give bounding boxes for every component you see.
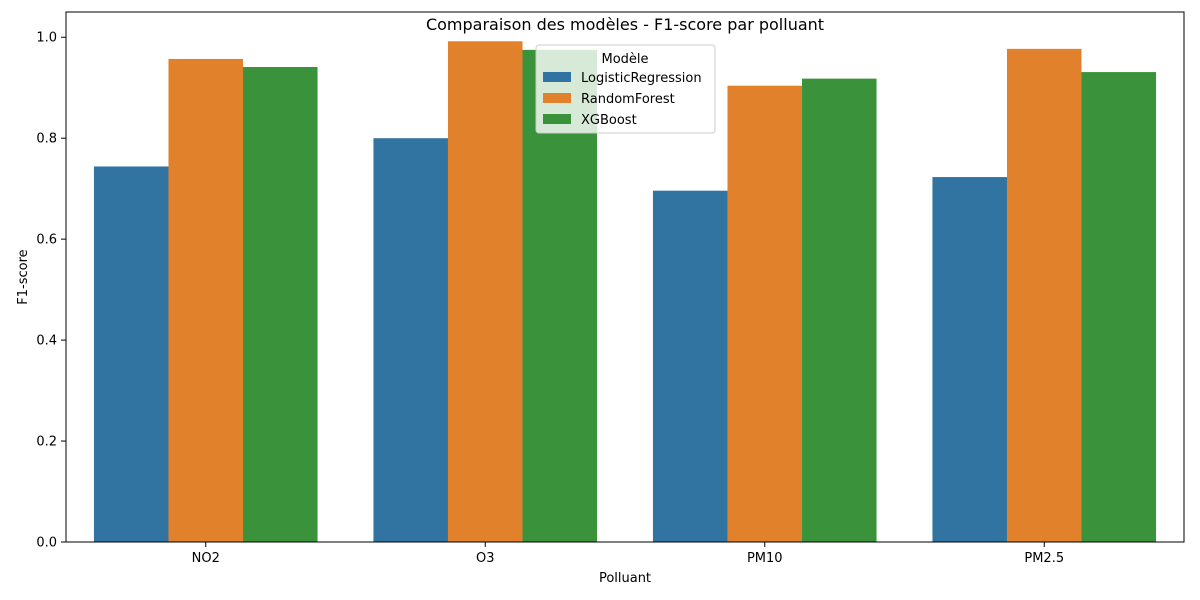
bar-randomforest-pm10: [727, 85, 803, 542]
legend-items: LogisticRegression RandomForest XGBoost: [543, 71, 702, 128]
legend-swatch-randomforest: [543, 93, 571, 103]
legend: Modèle LogisticRegression RandomForest XGB…: [535, 44, 716, 134]
legend-label-randomforest: RandomForest: [581, 92, 675, 107]
plot-frame: [65, 11, 1185, 543]
bar-logisticregression-o3: [373, 138, 448, 542]
legend-swatch-logisticregression: [543, 72, 571, 82]
y-tick-label: 0.2: [36, 435, 57, 450]
bar-xgboost-pm25: [1081, 72, 1157, 542]
bar-randomforest-no2: [168, 58, 244, 542]
y-tick-label: 0.8: [36, 132, 57, 147]
y-tick-label: 0.6: [36, 233, 57, 248]
bar-logisticregression-pm10: [652, 190, 728, 542]
bars-layer: [93, 41, 1157, 543]
y-tick-label: 1.0: [36, 31, 57, 46]
x-axis-title: Polluant: [599, 571, 651, 586]
chart-title: Comparaison des modèles - F1-score par p…: [426, 15, 824, 34]
legend-title: Modèle: [601, 52, 648, 67]
y-tick-label: 0.4: [36, 334, 57, 349]
bar-logisticregression-pm25: [932, 177, 1007, 542]
x-tick-label: O3: [476, 551, 495, 566]
bar-xgboost-no2: [243, 67, 318, 543]
bar-logisticregression-no2: [93, 166, 169, 542]
legend-box: [535, 44, 716, 134]
y-tick-label: 0.0: [36, 536, 57, 551]
bar-randomforest-pm25: [1006, 48, 1082, 542]
x-axis: NO2 O3 PM10 PM2.5: [192, 542, 1064, 566]
legend-label-logisticregression: LogisticRegression: [581, 71, 702, 86]
legend-label-xgboost: XGBoost: [581, 113, 637, 128]
legend-swatch-xgboost: [543, 114, 571, 124]
x-tick-label: PM2.5: [1024, 551, 1064, 566]
x-tick-label: NO2: [192, 551, 220, 566]
y-axis: 0.0 0.2 0.4 0.6 0.8 1.0: [36, 31, 66, 551]
x-tick-label: PM10: [747, 551, 783, 566]
bar-randomforest-o3: [447, 41, 523, 542]
y-axis-title: F1-score: [16, 249, 31, 304]
bar-xgboost-pm10: [802, 78, 877, 542]
